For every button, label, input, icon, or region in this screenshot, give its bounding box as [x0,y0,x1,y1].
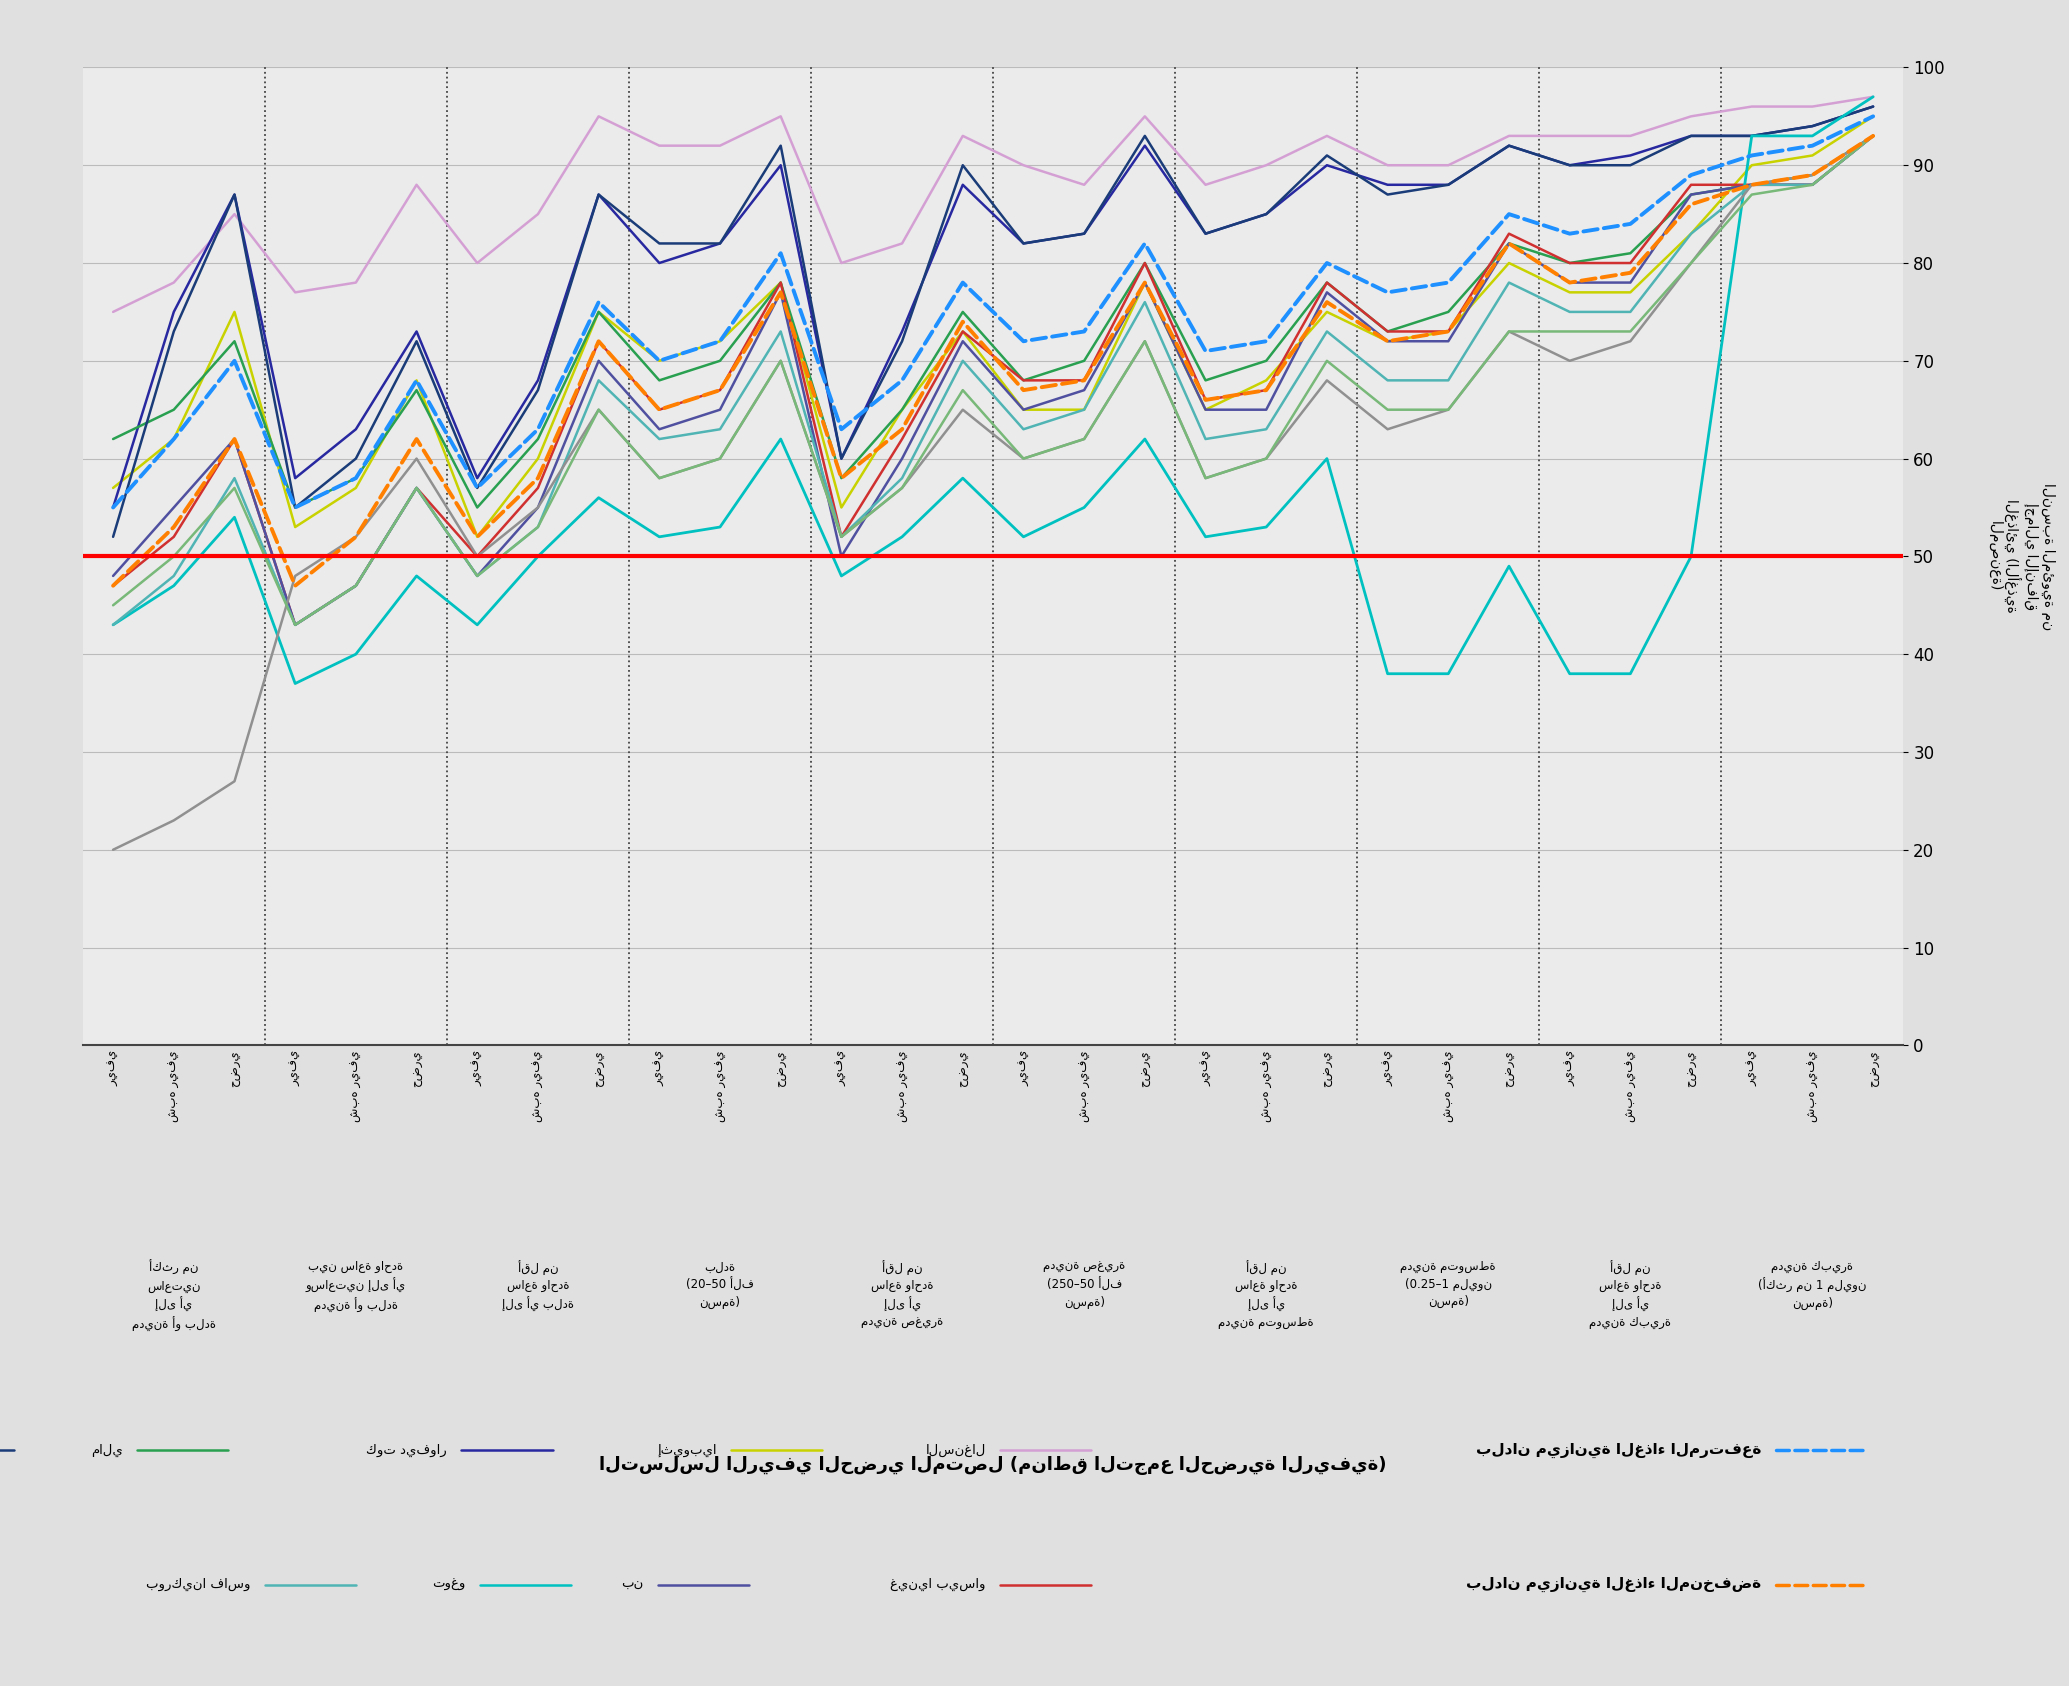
Text: أقل من
ساعة واحدة
إلى أي
مدينة متوسطة: أقل من ساعة واحدة إلى أي مدينة متوسطة [1219,1261,1314,1329]
Text: غينيا بيساو: غينيا بيساو [890,1578,985,1592]
Text: أقل من
ساعة واحدة
إلى أي
مدينة كبيرة: أقل من ساعة واحدة إلى أي مدينة كبيرة [1589,1261,1672,1329]
Text: أقل من
ساعة واحدة
إلى أي
مدينة صغيرة: أقل من ساعة واحدة إلى أي مدينة صغيرة [861,1261,943,1329]
Text: بوركينا فاسو: بوركينا فاسو [145,1578,250,1592]
Text: بلدة
(20–50 ألف
نسمة): بلدة (20–50 ألف نسمة) [687,1261,753,1308]
Text: مدينة صغيرة
(250–50 ألف
نسمة): مدينة صغيرة (250–50 ألف نسمة) [1043,1261,1126,1308]
Text: مدينة متوسطة
(0.25–1 مليون
نسمة): مدينة متوسطة (0.25–1 مليون نسمة) [1401,1261,1496,1308]
Text: كوت ديفوار: كوت ديفوار [366,1443,447,1457]
Text: بلدان ميزانية الغذاء المرتفعة: بلدان ميزانية الغذاء المرتفعة [1475,1443,1761,1457]
Text: بن: بن [621,1578,643,1592]
Text: بلدان ميزانية الغذاء المنخفضة: بلدان ميزانية الغذاء المنخفضة [1467,1578,1761,1592]
Text: التسلسل الريفي الحضري المتصل (مناطق التجمع الحضرية الريفية): التسلسل الريفي الحضري المتصل (مناطق التج… [600,1457,1386,1475]
Text: أكثر من
ساعتين
إلى أي
مدينة أو بلدة: أكثر من ساعتين إلى أي مدينة أو بلدة [132,1261,215,1332]
Text: إثيوبيا: إثيوبيا [656,1443,716,1457]
Text: بين ساعة واحدة
وساعتين إلى أي
مدينة أو بلدة: بين ساعة واحدة وساعتين إلى أي مدينة أو ب… [306,1261,406,1313]
Text: توغو: توغو [432,1578,466,1592]
Y-axis label: النسبة المئوية من
إجمالي الإنفاق
الغذائي (الأغذية
المصنعة): النسبة المئوية من إجمالي الإنفاق الغذائي… [1988,482,2055,631]
Text: السنغال: السنغال [925,1443,985,1457]
Text: أقل من
ساعة واحدة
إلى أي بلدة: أقل من ساعة واحدة إلى أي بلدة [503,1261,573,1312]
Text: مالي: مالي [91,1443,122,1457]
Text: مدينة كبيرة
(أكثر من 1 مليون
نسمة): مدينة كبيرة (أكثر من 1 مليون نسمة) [1759,1261,1866,1310]
